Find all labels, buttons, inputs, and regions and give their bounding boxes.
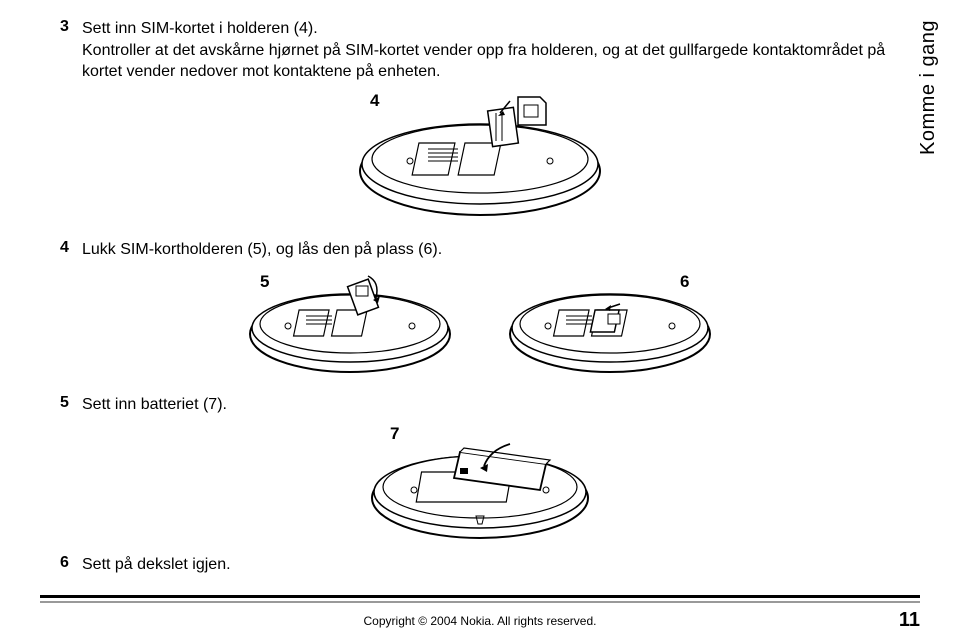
figure-4-label: 4 <box>370 91 379 111</box>
step-5-text: Sett inn batteriet (7). <box>82 394 900 416</box>
page-root: Komme i gang 3 Sett inn SIM-kortet i hol… <box>0 0 960 636</box>
step-4: 4 Lukk SIM-kortholderen (5), og lås den … <box>60 239 900 261</box>
device-illustration-4 <box>350 91 610 221</box>
step-4-text: Lukk SIM-kortholderen (5), og lås den på… <box>82 239 900 261</box>
content-area: 3 Sett inn SIM-kortet i holderen (4). Ko… <box>0 0 960 576</box>
figure-5-label: 5 <box>260 272 269 292</box>
step-6: 6 Sett på dekslet igjen. <box>60 554 900 576</box>
page-footer: Copyright © 2004 Nokia. All rights reser… <box>0 590 960 636</box>
copyright-text: Copyright © 2004 Nokia. All rights reser… <box>0 614 960 628</box>
section-label: Komme i gang <box>917 20 940 155</box>
figure-4-area: 4 <box>60 91 900 221</box>
device-illustration-5 <box>240 268 460 378</box>
step-3-text: Sett inn SIM-kortet i holderen (4). Kont… <box>82 18 900 83</box>
step-3: 3 Sett inn SIM-kortet i holderen (4). Ko… <box>60 18 900 83</box>
step-3-line2: Kontroller at det avskårne hjørnet på SI… <box>82 42 885 81</box>
figure-5-6-area: 5 6 <box>60 268 900 378</box>
step-5: 5 Sett inn batteriet (7). <box>60 394 900 416</box>
figure-7-label: 7 <box>390 424 399 444</box>
step-3-number: 3 <box>60 18 82 36</box>
step-4-number: 4 <box>60 239 82 257</box>
figure-7-area: 7 <box>60 424 900 544</box>
figure-6-label: 6 <box>680 272 689 292</box>
page-number: 11 <box>899 609 920 632</box>
footer-rule-dark <box>40 595 920 598</box>
step-3-line1: Sett inn SIM-kortet i holderen (4). <box>82 20 318 37</box>
footer-rule-light <box>40 601 920 603</box>
step-6-text: Sett på dekslet igjen. <box>82 554 900 576</box>
step-6-number: 6 <box>60 554 82 572</box>
step-5-number: 5 <box>60 394 82 412</box>
